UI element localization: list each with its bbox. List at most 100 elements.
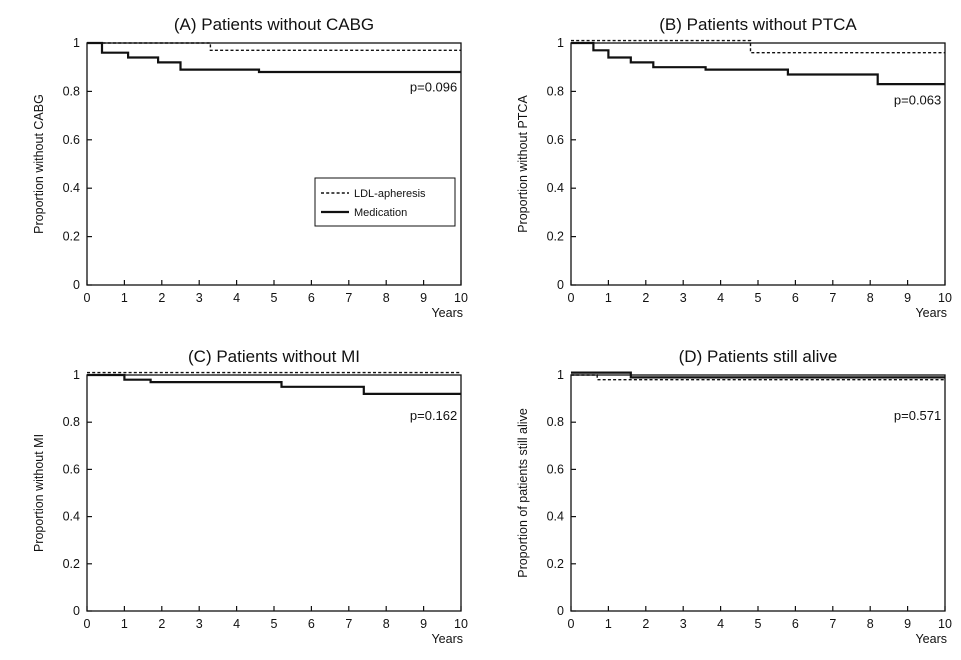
x-tick-label: 1 — [121, 617, 128, 631]
y-tick-label: 0 — [73, 604, 80, 618]
x-tick-label: 0 — [84, 291, 91, 305]
y-tick-label: 0.6 — [63, 462, 80, 476]
y-tick-label: 1 — [557, 368, 564, 382]
y-tick-label: 0 — [73, 278, 80, 292]
x-tick-label: 2 — [158, 617, 165, 631]
y-tick-label: 0.2 — [63, 230, 80, 244]
y-tick-label: 0.8 — [63, 84, 80, 98]
x-tick-label: 1 — [605, 617, 612, 631]
x-axis-label: Years — [915, 306, 947, 320]
x-tick-label: 3 — [196, 291, 203, 305]
x-tick-label: 10 — [454, 291, 468, 305]
x-tick-label: 8 — [383, 617, 390, 631]
x-tick-label: 2 — [158, 291, 165, 305]
x-tick-label: 8 — [383, 291, 390, 305]
p-value-annotation: p=0.063 — [894, 93, 941, 108]
x-tick-label: 4 — [233, 617, 240, 631]
y-tick-label: 0.2 — [547, 557, 564, 571]
y-tick-label: 0.4 — [547, 510, 564, 524]
p-value-annotation: p=0.096 — [410, 79, 457, 94]
y-tick-label: 0.6 — [547, 133, 564, 147]
x-tick-label: 4 — [233, 291, 240, 305]
x-tick-label: 1 — [605, 291, 612, 305]
x-tick-label: 8 — [867, 291, 874, 305]
chart-title: (B) Patients without PTCA — [659, 15, 857, 34]
x-tick-label: 5 — [755, 291, 762, 305]
x-tick-label: 4 — [717, 617, 724, 631]
y-tick-label: 0.4 — [547, 181, 564, 195]
chart-panel-2: (B) Patients without PTCA 0 1 2 3 4 5 6 7 8 9 10 0 0.… — [516, 15, 952, 320]
y-tick-label: 0.6 — [63, 133, 80, 147]
y-tick-label: 1 — [557, 36, 564, 50]
legend-box — [314, 177, 456, 227]
x-tick-label: 9 — [904, 617, 911, 631]
x-tick-label: 7 — [345, 617, 352, 631]
x-tick-label: 9 — [904, 291, 911, 305]
x-tick-label: 6 — [792, 291, 799, 305]
x-tick-label: 5 — [755, 617, 762, 631]
y-axis-label: Proportion without CABG — [32, 94, 46, 234]
x-tick-label: 9 — [420, 291, 427, 305]
x-tick-label: 10 — [454, 617, 468, 631]
x-tick-label: 7 — [345, 291, 352, 305]
legend-label: Medication — [354, 207, 407, 219]
y-axis-label: Proportion of patients still alive — [516, 408, 530, 578]
chart-title: (D) Patients still alive — [679, 347, 838, 366]
x-tick-label: 8 — [867, 617, 874, 631]
x-tick-label: 5 — [271, 617, 278, 631]
series-line-ldl-apheresis — [571, 374, 945, 381]
chart-title: (A) Patients without CABG — [174, 15, 374, 34]
x-tick-label: 0 — [568, 617, 575, 631]
x-axis-label: Years — [431, 632, 463, 646]
y-tick-label: 0.8 — [547, 415, 564, 429]
y-tick-label: 0.2 — [547, 230, 564, 244]
x-tick-label: 7 — [829, 617, 836, 631]
x-tick-label: 4 — [717, 291, 724, 305]
x-tick-label: 5 — [271, 291, 278, 305]
chart-panel-3: (C) Patients without MI 0 1 2 3 4 5 6 7 8 9 10 0 0.2 0… — [32, 347, 468, 646]
y-axis-label: Proportion without PTCA — [516, 95, 530, 233]
x-tick-label: 0 — [84, 617, 91, 631]
x-tick-label: 3 — [680, 617, 687, 631]
x-tick-label: 7 — [829, 291, 836, 305]
y-tick-label: 1 — [73, 36, 80, 50]
series-line-medication — [87, 373, 461, 395]
legend: LDL-apheresis Medication — [314, 177, 456, 227]
legend-label: LDL-apheresis — [354, 188, 426, 200]
x-tick-label: 3 — [196, 617, 203, 631]
y-tick-label: 0 — [557, 604, 564, 618]
chart-panel-4: (D) Patients still alive 0 1 2 3 4 5 6 7 8 9 10 0 0.2… — [516, 347, 952, 646]
y-tick-label: 0 — [557, 278, 564, 292]
series-line-ldl-apheresis — [571, 39, 945, 54]
y-tick-label: 0.8 — [63, 415, 80, 429]
series-line-medication — [87, 41, 461, 74]
x-tick-label: 3 — [680, 291, 687, 305]
p-value-annotation: p=0.162 — [410, 408, 457, 423]
x-tick-label: 1 — [121, 291, 128, 305]
x-tick-label: 6 — [308, 291, 315, 305]
x-axis-label: Years — [431, 306, 463, 320]
y-tick-label: 0.8 — [547, 84, 564, 98]
x-tick-label: 6 — [792, 617, 799, 631]
series-line-medication — [571, 371, 945, 379]
chart-title: (C) Patients without MI — [188, 347, 360, 366]
y-tick-label: 1 — [73, 368, 80, 382]
chart-panel-1: (A) Patients without CABG 0 1 2 3 4 5 6 7 8 9 10 0 0.… — [32, 15, 468, 320]
x-axis-label: Years — [915, 632, 947, 646]
y-tick-label: 0.6 — [547, 462, 564, 476]
x-tick-label: 10 — [938, 617, 952, 631]
series-line-ldl-apheresis — [87, 42, 461, 51]
x-tick-label: 6 — [308, 617, 315, 631]
x-tick-label: 10 — [938, 291, 952, 305]
y-tick-label: 0.4 — [63, 510, 80, 524]
x-tick-label: 9 — [420, 617, 427, 631]
series-line-medication — [571, 41, 945, 86]
y-tick-label: 0.2 — [63, 557, 80, 571]
x-tick-label: 2 — [642, 617, 649, 631]
p-value-annotation: p=0.571 — [894, 408, 941, 423]
y-tick-label: 0.4 — [63, 181, 80, 195]
x-tick-label: 0 — [568, 291, 575, 305]
